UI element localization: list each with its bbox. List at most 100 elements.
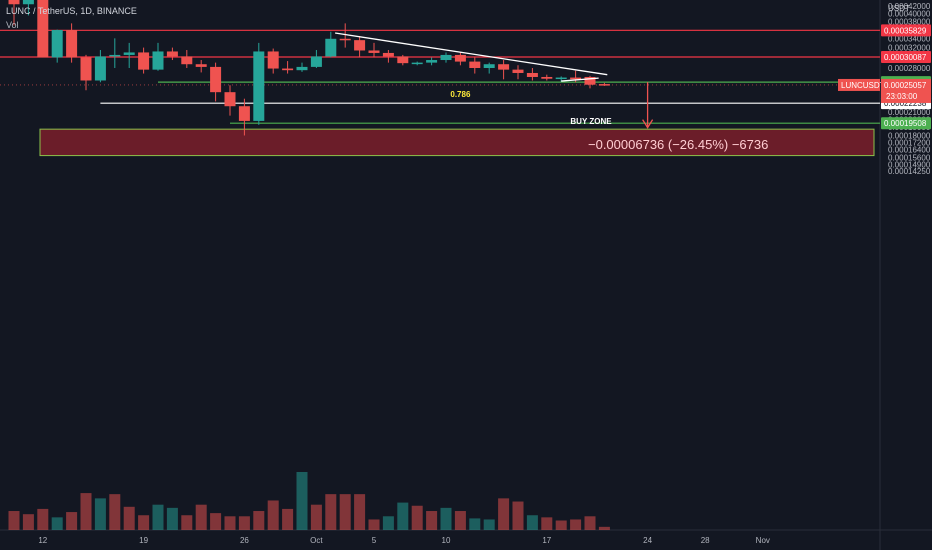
fib-level-label: 0.786 bbox=[450, 90, 471, 99]
candle-body bbox=[354, 40, 366, 51]
target-arrow-head bbox=[642, 119, 654, 129]
volume-bar bbox=[397, 502, 409, 530]
upper-trend-line bbox=[335, 32, 608, 76]
candle-body bbox=[584, 76, 596, 85]
volume-bar bbox=[51, 517, 63, 530]
lower-trend-line bbox=[561, 77, 599, 82]
volume-bar bbox=[66, 512, 78, 530]
volume-bar bbox=[80, 493, 92, 530]
volume-bar bbox=[469, 518, 481, 530]
volume-bar bbox=[267, 500, 279, 530]
volume-bar bbox=[22, 514, 34, 530]
volume-bar bbox=[8, 511, 20, 530]
candle-body bbox=[483, 64, 495, 68]
buy-zone-label: BUY ZONE bbox=[570, 117, 612, 126]
candle-body bbox=[368, 50, 380, 53]
time-tick-label: 26 bbox=[240, 536, 249, 545]
price-tick-label: 0.00028000 bbox=[888, 64, 931, 73]
volume-label: Vol bbox=[6, 20, 19, 30]
candle-body bbox=[512, 69, 524, 73]
price-tick-label: 0.00042000 bbox=[888, 2, 931, 11]
level-price-text: 0.00035829 bbox=[884, 26, 927, 35]
volume-bar bbox=[282, 508, 294, 530]
candle-body bbox=[181, 56, 193, 65]
price-tick-label: 0.00021000 bbox=[888, 108, 931, 117]
candle-body bbox=[598, 84, 610, 86]
volume-bar bbox=[224, 516, 236, 530]
candle-body bbox=[541, 76, 553, 79]
candle-body bbox=[469, 61, 481, 68]
volume-bar bbox=[426, 511, 438, 530]
last-price-text: 0.00025057 bbox=[884, 81, 927, 90]
volume-bar bbox=[584, 516, 596, 530]
symbol-badge bbox=[838, 78, 880, 91]
candle-body bbox=[210, 66, 222, 93]
price-tick-label: 0.00040000 bbox=[888, 10, 931, 19]
volume-bar bbox=[238, 516, 250, 530]
volume-bar bbox=[526, 515, 538, 530]
price-tick-label: 0.00017200 bbox=[888, 138, 931, 147]
candle-body bbox=[123, 52, 135, 55]
volume-bar bbox=[94, 498, 106, 530]
measure-readout: −0.00006736 (−26.45%) −6736 bbox=[588, 137, 768, 152]
price-tick-label: 0.00038000 bbox=[888, 17, 931, 26]
time-tick-label: Nov bbox=[756, 536, 770, 545]
candle-body bbox=[109, 54, 121, 57]
candle-body bbox=[37, 0, 49, 58]
price-tick-label: 0.00014250 bbox=[888, 167, 931, 176]
price-tick-label: 0.00018000 bbox=[888, 131, 931, 140]
time-tick-label: 5 bbox=[372, 536, 377, 545]
candle-body bbox=[325, 38, 337, 57]
volume-bar bbox=[138, 515, 150, 530]
candle-body bbox=[454, 54, 466, 62]
price-tick-label: 0.00015600 bbox=[888, 153, 931, 162]
price-tick-label: 0.00032000 bbox=[888, 44, 931, 53]
candle-body bbox=[382, 52, 394, 57]
level-price-text: 0.00022238 bbox=[884, 99, 927, 108]
volume-bar bbox=[210, 513, 222, 530]
volume-bar bbox=[181, 515, 193, 530]
volume-bar bbox=[310, 504, 322, 530]
time-tick-label: 10 bbox=[442, 536, 451, 545]
candle-body bbox=[310, 56, 322, 67]
volume-bar bbox=[541, 517, 553, 530]
volume-bar bbox=[253, 511, 265, 530]
level-price-text: 0.00019508 bbox=[884, 119, 927, 128]
candle-body bbox=[195, 64, 207, 67]
candle-body bbox=[339, 38, 351, 41]
volume-bar bbox=[512, 501, 524, 530]
volume-bar bbox=[454, 511, 466, 530]
symbol-title[interactable]: LUNC / TetherUS, 1D, BINANCE bbox=[6, 6, 137, 16]
volume-bar bbox=[296, 472, 308, 530]
volume-bar bbox=[411, 505, 423, 530]
volume-bar bbox=[354, 494, 366, 530]
price-tick-label: 0.00016400 bbox=[888, 146, 931, 155]
volume-bar bbox=[368, 519, 380, 530]
volume-bar bbox=[339, 494, 351, 530]
candle-body bbox=[166, 51, 178, 57]
candle-body bbox=[8, 0, 20, 5]
level-price-badge bbox=[881, 51, 931, 64]
candle-body bbox=[22, 0, 34, 5]
candle-body bbox=[282, 68, 294, 71]
candle-body bbox=[224, 92, 236, 107]
volume-bar bbox=[598, 526, 610, 530]
candle-body bbox=[555, 77, 567, 80]
candle-body bbox=[411, 62, 423, 65]
volume-bar bbox=[483, 519, 495, 530]
volume-bar bbox=[152, 504, 164, 530]
candle-body bbox=[526, 72, 538, 77]
candle-body bbox=[570, 77, 582, 80]
level-price-text: 0.00030087 bbox=[884, 53, 927, 62]
volume-bar bbox=[109, 494, 121, 530]
candle-body bbox=[267, 51, 279, 69]
time-tick-label: Oct bbox=[310, 536, 323, 545]
volume-bar bbox=[440, 507, 452, 530]
level-price-badge bbox=[881, 117, 931, 130]
volume-bar bbox=[37, 508, 49, 530]
volume-bar bbox=[123, 506, 135, 530]
price-axis-title: USDT bbox=[888, 4, 910, 13]
candle-body bbox=[426, 60, 438, 63]
time-tick-label: 19 bbox=[139, 536, 148, 545]
